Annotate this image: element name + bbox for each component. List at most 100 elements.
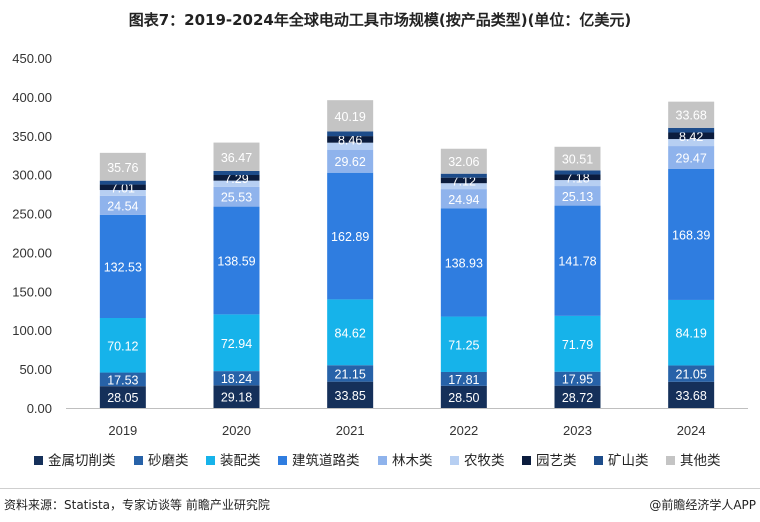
bar-segment	[327, 131, 374, 137]
x-tick-label: 2022	[449, 423, 478, 438]
data-label: 162.89	[331, 230, 369, 244]
bar-segment	[99, 318, 146, 373]
data-label: 71.79	[562, 338, 593, 352]
data-label: 168.39	[672, 228, 710, 242]
y-tick-label: 100.00	[12, 323, 52, 338]
bar-segment	[554, 385, 601, 408]
footer-divider	[0, 488, 760, 489]
bar-segment	[213, 142, 260, 171]
data-label: 71.25	[448, 338, 479, 352]
data-label: 72.94	[221, 337, 252, 351]
bar-segment	[668, 381, 715, 408]
legend-label: 矿山类	[608, 453, 649, 469]
data-label: 84.19	[676, 327, 707, 341]
y-tick-label: 150.00	[12, 284, 52, 299]
bar-segment	[213, 371, 260, 386]
legend-swatch	[134, 456, 143, 465]
data-label: 132.53	[104, 260, 142, 274]
bar-segment	[668, 168, 715, 300]
bar-segment	[99, 180, 146, 185]
bar-segment	[99, 195, 146, 215]
y-tick-label: 400.00	[12, 90, 52, 105]
data-label: 33.68	[676, 389, 707, 403]
data-label: 17.53	[107, 373, 138, 387]
bar-segment	[440, 208, 487, 317]
data-label: 28.05	[107, 391, 138, 405]
legend-label: 装配类	[220, 453, 261, 469]
x-tick-label: 2020	[222, 423, 251, 438]
x-tick-label: 2019	[108, 423, 137, 438]
legend-label: 砂磨类	[148, 453, 189, 469]
x-tick-label: 2024	[677, 423, 706, 438]
bar-segment	[99, 152, 146, 181]
chart-title: 图表7：2019-2024年全球电动工具市场规模(按产品类型)(单位：亿美元)	[128, 11, 632, 29]
bar-segment	[99, 184, 146, 191]
bar-segment	[668, 101, 715, 128]
bar-segment	[440, 385, 487, 408]
source-note: 资料来源：Statista，专家访谈等 前瞻产业研究院	[4, 498, 270, 512]
bar-segment	[327, 149, 374, 173]
bar-segment	[327, 100, 374, 132]
bar-segment	[554, 170, 601, 175]
bar-segment	[668, 299, 715, 366]
bar-segment	[440, 189, 487, 209]
data-label: 30.51	[562, 153, 593, 167]
legend-label: 金属切削类	[48, 453, 116, 469]
bar-segment	[554, 174, 601, 181]
data-label: 7.01	[111, 181, 135, 195]
bar-segment	[99, 214, 146, 319]
data-label: 24.94	[448, 193, 479, 207]
bar-segment	[213, 314, 260, 372]
legend-swatch	[666, 456, 675, 465]
data-label: 25.53	[221, 191, 252, 205]
data-label: 84.62	[335, 326, 366, 340]
bar-segment	[554, 315, 601, 372]
bar-segment	[668, 146, 715, 169]
legend-swatch	[206, 456, 215, 465]
data-label: 18.24	[221, 372, 252, 386]
bar-segment	[554, 186, 601, 206]
y-tick-label: 200.00	[12, 245, 52, 260]
bar-segment	[440, 173, 487, 178]
bar-segment	[554, 371, 601, 386]
data-label: 70.12	[107, 339, 138, 353]
bar-segment	[440, 183, 487, 190]
bar-segment	[213, 385, 260, 408]
legend-label: 其他类	[680, 453, 721, 469]
y-tick-label: 0.00	[27, 401, 52, 416]
data-label: 29.18	[221, 391, 252, 405]
bar-segment	[327, 136, 374, 143]
data-label: 36.47	[221, 151, 252, 165]
bar-segment	[327, 172, 374, 300]
bar-segment	[440, 371, 487, 386]
data-label: 138.59	[217, 254, 255, 268]
bar-segment	[327, 299, 374, 366]
bar-segment	[440, 316, 487, 372]
y-tick-label: 50.00	[19, 362, 52, 377]
data-label: 33.85	[335, 389, 366, 403]
y-tick-label: 250.00	[12, 207, 52, 222]
bar-segment	[554, 146, 601, 171]
legend-swatch	[450, 456, 459, 465]
data-label: 32.06	[448, 155, 479, 169]
data-label: 138.93	[445, 257, 483, 271]
bar-segment	[327, 142, 374, 150]
data-label: 29.62	[335, 155, 366, 169]
bar-segment	[440, 148, 487, 174]
bar-segment	[668, 139, 715, 147]
bar-segment	[327, 365, 374, 382]
legend-swatch	[34, 456, 43, 465]
y-tick-label: 300.00	[12, 168, 52, 183]
bar-segment	[554, 180, 601, 187]
bar-segment	[99, 386, 146, 408]
data-label: 8.46	[338, 133, 362, 147]
data-label: 25.13	[562, 190, 593, 204]
legend-swatch	[594, 456, 603, 465]
data-label: 40.19	[335, 110, 366, 124]
data-label: 28.72	[562, 391, 593, 405]
legend-swatch	[278, 456, 287, 465]
data-label: 7.12	[452, 174, 476, 188]
legend-label: 农牧类	[464, 453, 505, 469]
footer: 资料来源：Statista，专家访谈等 前瞻产业研究院 @前瞻经济学人APP	[0, 488, 760, 522]
